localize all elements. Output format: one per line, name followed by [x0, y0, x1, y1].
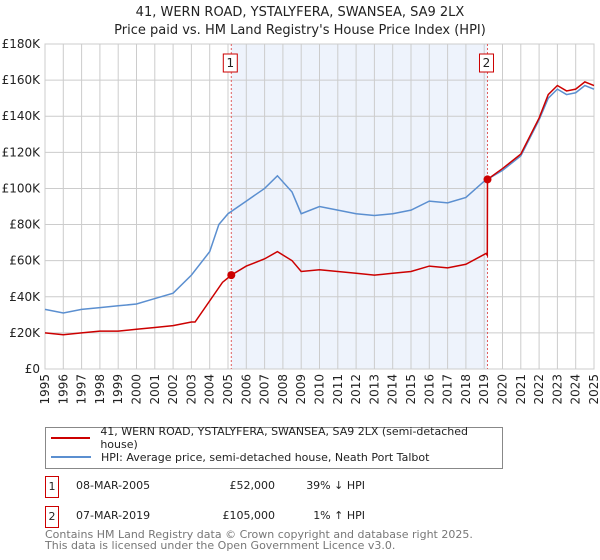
sale-price: £105,000 [222, 509, 276, 522]
ownership-shade [231, 44, 488, 369]
x-tick-label: 1995 [38, 374, 52, 405]
legend-label: HPI: Average price, semi-detached house,… [101, 450, 430, 464]
sale-label-box [478, 53, 494, 73]
chart-subtitle: Price paid vs. HM Land Registry's House … [114, 23, 486, 38]
x-tick-label: 2019 [477, 374, 491, 405]
x-tick-label: 2021 [514, 374, 528, 405]
sale-row-2: 2 07-MAR-2019 £105,000 1% ↑ HPI [45, 506, 545, 528]
plot-border [44, 43, 595, 370]
sale-price: £52,000 [229, 479, 276, 492]
x-tick-label: 2025 [587, 374, 600, 405]
legend: 41, WERN ROAD, YSTALYFERA, SWANSEA, SA9 … [45, 425, 503, 469]
x-tick-label: 2022 [532, 374, 546, 405]
legend-swatch-blue [51, 456, 91, 458]
x-tick-label: 2020 [496, 374, 510, 405]
x-tick-label: 1997 [75, 374, 89, 405]
sale-label: 1 [226, 56, 234, 70]
sale-hpi: 39% ↓ HPI [306, 479, 365, 492]
x-tick-label: 2018 [459, 374, 473, 405]
sale-row-1: 1 08-MAR-2005 £52,000 39% ↓ HPI [45, 476, 545, 498]
x-tick-label: 2000 [130, 374, 144, 405]
footer: Contains HM Land Registry data © Crown c… [45, 529, 473, 551]
x-tick-label: 2004 [203, 374, 217, 405]
sale-badge: 1 [45, 476, 59, 498]
x-tick-label: 2023 [550, 374, 564, 405]
x-tick-label: 2009 [294, 374, 308, 405]
y-tick-label: £60K [9, 254, 41, 268]
x-tick-label: 2016 [422, 374, 436, 405]
chart-title: 41, WERN ROAD, YSTALYFERA, SWANSEA, SA9 … [135, 5, 465, 20]
y-tick-label: £160K [2, 73, 42, 87]
footer-line1: Contains HM Land Registry data © Crown c… [45, 528, 473, 541]
sale-date: 07-MAR-2019 [76, 509, 151, 522]
x-tick-label: 1996 [56, 374, 70, 405]
x-tick-label: 2013 [367, 374, 381, 405]
x-tick-label: 2017 [441, 374, 455, 405]
x-tick-label: 2006 [239, 374, 253, 405]
y-tick-label: £80K [9, 218, 41, 232]
footer-line2: This data is licensed under the Open Gov… [45, 539, 396, 552]
x-tick-label: 2001 [148, 374, 162, 405]
y-tick-label: £140K [2, 109, 42, 123]
x-tick-label: 2007 [258, 374, 272, 405]
x-tick-label: 2010 [313, 374, 327, 405]
legend-swatch-red [51, 437, 91, 439]
sale-hpi: 1% ↑ HPI [313, 509, 365, 522]
y-tick-label: £120K [2, 145, 42, 159]
x-tick-label: 2012 [349, 374, 363, 405]
x-tick-label: 1998 [93, 374, 107, 405]
y-tick-label: £0 [25, 362, 40, 376]
x-tick-label: 2005 [221, 374, 235, 405]
x-tick-label: 2003 [184, 374, 198, 405]
x-tick-label: 1999 [111, 374, 125, 405]
sale-badge: 2 [45, 506, 59, 528]
y-tick-label: £100K [2, 181, 42, 195]
plot-area: £0 £20K £40K £60K £80K £100K £120K £140K £160K £1… [2, 37, 600, 405]
x-tick-label: 2008 [276, 374, 290, 405]
sale-point [483, 175, 492, 184]
x-tick-label: 2002 [166, 374, 180, 405]
y-tick-label: £20K [9, 326, 41, 340]
legend-label: 41, WERN ROAD, YSTALYFERA, SWANSEA, SA9 … [100, 425, 468, 451]
legend-item-hpi: HPI: Average price, semi-detached house,… [51, 448, 429, 466]
x-tick-label: 2024 [569, 374, 583, 405]
x-tick-label: 2014 [386, 374, 400, 405]
x-tick-label: 2015 [404, 374, 418, 405]
sale-label: 2 [483, 56, 491, 70]
hpi-line [44, 84, 595, 314]
sale-point [227, 271, 236, 280]
price-paid-line [44, 81, 595, 336]
legend-item-property: 41, WERN ROAD, YSTALYFERA, SWANSEA, SA9 … [51, 425, 502, 451]
sale-label-box [222, 53, 238, 73]
sale-date: 08-MAR-2005 [76, 479, 151, 492]
y-tick-label: £180K [2, 37, 42, 51]
x-tick-label: 2011 [331, 374, 345, 405]
y-tick-label: £40K [9, 290, 41, 304]
